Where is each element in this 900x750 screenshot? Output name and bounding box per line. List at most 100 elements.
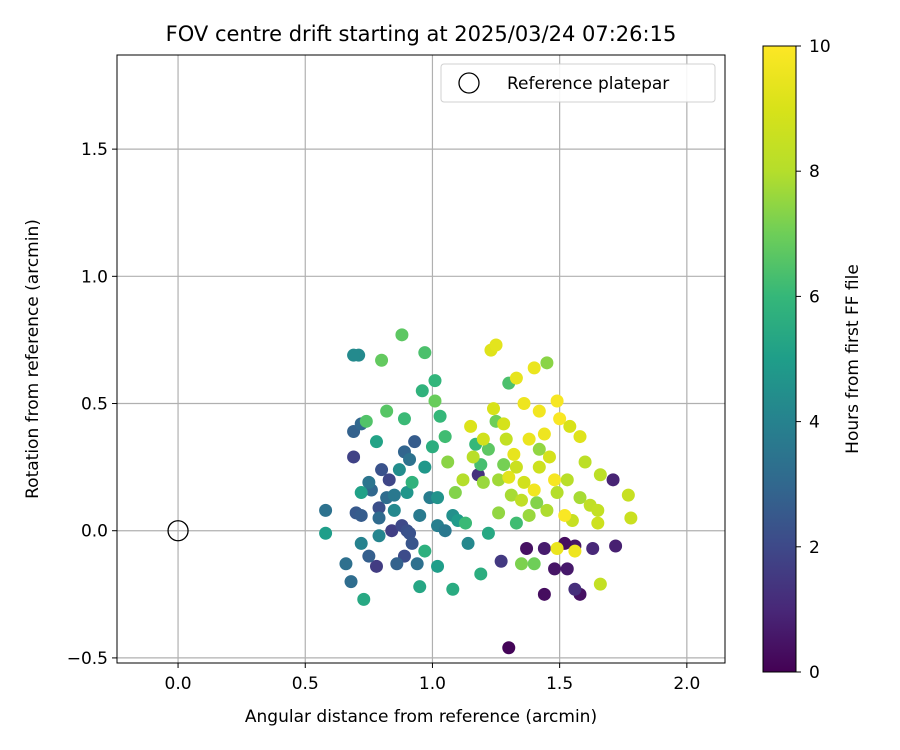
data-point [425,440,439,454]
data-point [339,557,353,571]
data-point [537,542,551,556]
data-point [413,508,427,522]
data-point [537,587,551,601]
data-point [418,460,432,474]
data-point [431,559,445,573]
data-point [446,582,460,596]
data-point [354,536,368,550]
colorbar-tick-label: 8 [809,162,820,182]
data-point [415,384,429,398]
x-axis-label: Angular distance from reference (arcmin) [245,707,597,727]
data-point [448,486,462,500]
data-point [609,539,623,553]
data-point [405,475,419,489]
data-point [591,516,605,530]
data-point [492,473,506,487]
data-point [568,544,582,558]
data-point [357,592,371,606]
y-tick-label: −0.5 [67,649,108,669]
data-point [550,394,564,408]
colorbar-frame [762,45,797,673]
data-point [514,557,528,571]
data-point [568,582,582,596]
data-point [527,557,541,571]
data-point [560,473,574,487]
y-axis-ticks: −0.5 0.0 0.5 1.0 1.5 [67,140,117,669]
data-point [428,394,442,408]
data-point [466,450,480,464]
data-point [405,536,419,550]
colorbar-gradient [763,46,796,672]
data-point [441,455,455,469]
data-point [520,542,534,556]
data-point [542,450,556,464]
data-point [537,427,551,441]
chart-title: FOV centre drift starting at 2025/03/24 … [166,22,677,46]
data-point [532,404,546,418]
data-point [395,328,409,342]
data-point [385,524,399,538]
data-point [380,404,394,418]
data-point [624,511,638,525]
data-point [509,371,523,385]
data-point [517,397,531,411]
data-point [550,542,564,556]
data-point [428,374,442,388]
data-point [400,486,414,500]
data-point [563,419,577,433]
data-point [359,414,373,428]
data-point [347,348,361,362]
colorbar-tick-label: 0 [809,663,820,683]
data-point [527,483,541,497]
colorbar-tick-label: 6 [809,287,820,307]
data-point [347,450,361,464]
data-point [593,577,607,591]
y-tick-label: 0.5 [81,395,108,415]
data-point [593,468,607,482]
data-point [573,430,587,444]
data-point [387,488,401,502]
data-point [397,412,411,426]
legend-marker [458,72,480,94]
x-tick-label: 0.5 [292,674,319,694]
data-point [502,470,516,484]
data-point [431,491,445,505]
data-point [403,526,417,540]
data-point [530,496,544,510]
data-point [319,526,333,540]
data-point [494,554,508,568]
data-point [553,412,567,426]
x-tick-label: 1.5 [546,674,573,694]
y-tick-label: 0.0 [81,522,108,542]
data-point [606,473,620,487]
x-tick-label: 2.0 [673,674,700,694]
data-point [522,432,536,446]
data-point [497,417,511,431]
data-point [481,442,495,456]
data-point [410,557,424,571]
data-point [476,432,490,446]
data-point [558,508,572,522]
data-point [372,529,386,543]
data-point [438,430,452,444]
data-point [514,493,528,507]
data-point [344,575,358,589]
data-point [476,475,490,489]
data-point [532,442,546,456]
colorbar-tick-label: 10 [809,37,831,57]
data-point [372,501,386,515]
data-point [550,486,564,500]
data-point [433,409,447,423]
data-point [354,486,368,500]
data-point [461,536,475,550]
data-point [497,458,511,472]
y-tick-label: 1.0 [81,267,108,287]
data-point [464,419,478,433]
data-point [489,338,503,352]
colorbar-tick-label: 2 [809,538,820,558]
colorbar-ticks: 0 2 4 6 8 10 [796,37,831,683]
data-point [509,460,523,474]
data-point [362,475,376,489]
data-point [369,559,383,573]
